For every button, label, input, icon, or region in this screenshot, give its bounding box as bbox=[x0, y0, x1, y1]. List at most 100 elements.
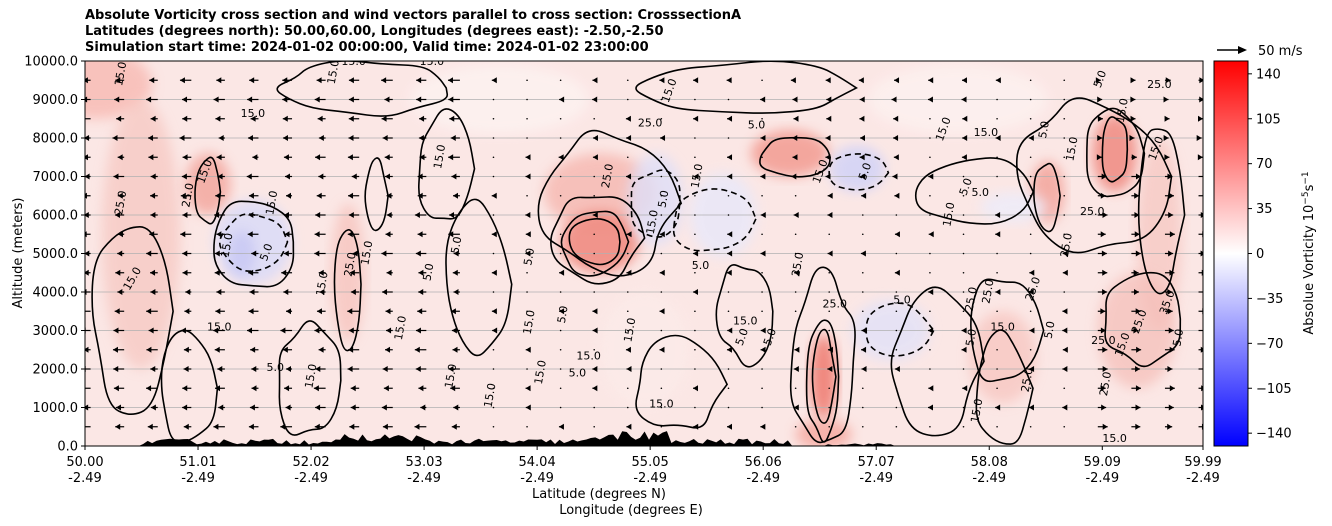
wind-vector-head bbox=[995, 231, 1001, 238]
wind-vector-head bbox=[727, 154, 733, 161]
wind-vector-head bbox=[1135, 308, 1141, 315]
wind-vector-head bbox=[313, 385, 319, 392]
wind-vector-head bbox=[148, 154, 154, 161]
wind-vector-head bbox=[1028, 135, 1034, 141]
wind-vector bbox=[1164, 327, 1174, 334]
contour-label: 25.0 bbox=[1097, 371, 1114, 397]
wind-vector-head bbox=[727, 231, 733, 238]
wind-vector bbox=[1063, 233, 1066, 236]
wind-vector-head bbox=[386, 269, 392, 276]
wind-vector bbox=[1097, 135, 1103, 141]
wind-vector-head bbox=[180, 231, 186, 238]
wind-vector-head bbox=[317, 115, 323, 122]
wind-vector-head bbox=[451, 173, 457, 180]
wind-vector-head bbox=[1100, 385, 1106, 392]
x-tick-label-lat: 59.09 bbox=[1084, 455, 1121, 470]
wind-vector-head bbox=[1134, 231, 1140, 238]
wind-vector bbox=[995, 212, 1001, 218]
wind-vector bbox=[1029, 233, 1032, 236]
wind-vector-head bbox=[861, 327, 867, 334]
wind-vector-head bbox=[659, 269, 665, 276]
contour-label: 5.0 bbox=[1042, 320, 1058, 339]
wind-vector-head bbox=[148, 135, 154, 141]
wind-vector bbox=[660, 135, 666, 141]
wind-vector-head bbox=[382, 135, 388, 141]
wind-vector bbox=[1063, 137, 1066, 139]
x-tick-label-lat: 56.06 bbox=[745, 455, 782, 470]
wind-vector bbox=[526, 117, 528, 120]
wind-vector bbox=[214, 346, 225, 353]
wind-vector-head bbox=[1168, 327, 1174, 334]
wind-vector-head bbox=[448, 154, 454, 161]
y-tick-label: 7000.0 bbox=[33, 170, 79, 185]
wind-vector bbox=[1131, 154, 1137, 161]
wind-vector-head bbox=[453, 192, 459, 199]
wind-vector bbox=[726, 423, 732, 430]
wind-vector bbox=[859, 154, 865, 161]
wind-vector-head bbox=[183, 423, 189, 430]
wind-vector bbox=[592, 96, 598, 103]
wind-vector bbox=[861, 425, 864, 428]
wind-vector-head bbox=[1200, 212, 1203, 218]
wind-vector bbox=[382, 366, 393, 372]
wind-vector bbox=[659, 308, 665, 315]
wind-vector-head bbox=[827, 212, 833, 218]
wind-vector bbox=[559, 233, 562, 236]
contour-label: 5.0 bbox=[1170, 328, 1186, 347]
contour-label: 15.0 bbox=[940, 201, 957, 227]
wind-vector bbox=[217, 366, 225, 372]
wind-vector-head bbox=[347, 231, 353, 238]
wind-vector bbox=[996, 348, 998, 351]
wind-vector bbox=[1063, 79, 1066, 82]
contour-label: 5.0 bbox=[748, 118, 766, 131]
wind-vector bbox=[248, 212, 259, 218]
wind-vector bbox=[150, 404, 158, 411]
contour-line bbox=[560, 210, 630, 277]
wind-vector bbox=[283, 250, 293, 257]
contour-label: 15.0 bbox=[112, 61, 129, 87]
wind-vector bbox=[180, 231, 192, 238]
wind-vector bbox=[492, 156, 495, 159]
wind-vector bbox=[592, 135, 598, 141]
wind-vector bbox=[1164, 77, 1171, 84]
wind-vector bbox=[1097, 385, 1106, 392]
wind-vector-head bbox=[825, 135, 831, 141]
wind-vector bbox=[961, 77, 967, 84]
contour-line-negative bbox=[865, 302, 935, 357]
wind-vector-head bbox=[248, 212, 254, 218]
wind-vector-head bbox=[760, 423, 766, 430]
wind-vector-head bbox=[252, 154, 258, 161]
wind-vector-head bbox=[693, 173, 699, 180]
wind-vector bbox=[318, 173, 326, 180]
wind-vector bbox=[85, 269, 91, 276]
wind-vector-head bbox=[112, 346, 118, 353]
wind-vector bbox=[760, 346, 766, 353]
wind-vector-head bbox=[284, 173, 290, 180]
wind-vector bbox=[150, 173, 158, 180]
wind-vector bbox=[385, 231, 393, 238]
wind-vector-head bbox=[961, 327, 967, 334]
wind-vector bbox=[347, 231, 360, 238]
wind-vector bbox=[761, 233, 763, 236]
wind-vector-head bbox=[558, 423, 564, 430]
wind-vector-head bbox=[386, 192, 392, 199]
wind-vector-head bbox=[525, 154, 531, 161]
wind-vector bbox=[825, 135, 831, 141]
wind-vector bbox=[348, 135, 360, 141]
contour-label: 25.0 bbox=[112, 190, 129, 216]
wind-vector bbox=[117, 231, 125, 238]
wind-vector bbox=[526, 329, 528, 332]
wind-vector-head bbox=[79, 308, 84, 314]
wind-vector-head bbox=[285, 404, 291, 411]
wind-vector bbox=[626, 135, 632, 141]
wind-vector bbox=[250, 115, 259, 122]
wind-vector bbox=[660, 406, 663, 409]
contour-label: 15.0 bbox=[621, 317, 638, 343]
wind-vector-head bbox=[1100, 308, 1106, 315]
wind-vector-head bbox=[283, 154, 289, 161]
wind-vector bbox=[761, 291, 763, 293]
wind-vector-head bbox=[1135, 404, 1141, 411]
vorticity-blob bbox=[331, 203, 365, 343]
wind-vector-head bbox=[559, 96, 565, 103]
wind-vector-head bbox=[420, 404, 426, 411]
